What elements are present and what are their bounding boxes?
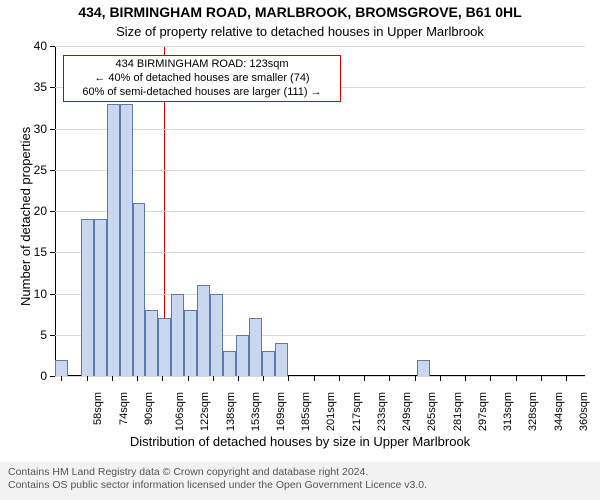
annotation-line3: 60% of semi-detached houses are larger (… [68, 86, 336, 100]
histogram-bar [275, 343, 288, 376]
histogram-bar [120, 104, 133, 376]
xtick-mark [112, 376, 113, 381]
xtick-mark [263, 376, 264, 381]
xtick-mark [490, 376, 491, 381]
ytick-label: 10 [34, 287, 47, 301]
histogram-bar [249, 318, 262, 376]
xtick-mark [440, 376, 441, 381]
histogram-bar [184, 310, 197, 376]
histogram-bar [417, 360, 430, 377]
ytick-label: 0 [40, 369, 47, 383]
chart-title-line1: 434, BIRMINGHAM ROAD, MARLBROOK, BROMSGR… [0, 4, 600, 20]
xtick-label: 58sqm [92, 392, 104, 425]
histogram-bar [107, 104, 120, 376]
histogram-bar [171, 294, 184, 377]
histogram-bar [145, 310, 158, 376]
histogram-bar [158, 318, 171, 376]
ytick-mark [50, 46, 55, 47]
annotation-line1: 434 BIRMINGHAM ROAD: 123sqm [68, 58, 336, 72]
xtick-mark [162, 376, 163, 381]
ytick-mark [50, 335, 55, 336]
xtick-label: 185sqm [300, 392, 312, 431]
gridline-h [55, 129, 585, 130]
histogram-bar [133, 203, 146, 376]
xtick-label: 106sqm [174, 392, 186, 431]
ytick-label: 25 [34, 163, 47, 177]
y-axis-label: Number of detached properties [18, 127, 33, 306]
ytick-mark [50, 294, 55, 295]
xtick-label: 217sqm [351, 392, 363, 431]
x-axis-label: Distribution of detached houses by size … [0, 434, 600, 449]
xtick-label: 233sqm [376, 392, 388, 431]
histogram-bar [94, 219, 107, 376]
xtick-label: 328sqm [527, 392, 539, 431]
xtick-mark [516, 376, 517, 381]
xtick-label: 74sqm [118, 392, 130, 425]
histogram-bar [236, 335, 249, 376]
xtick-mark [314, 376, 315, 381]
ytick-mark [50, 211, 55, 212]
xtick-mark [288, 376, 289, 381]
xtick-mark [188, 376, 189, 381]
gridline-h [55, 170, 585, 171]
histogram-bar [81, 219, 94, 376]
xtick-mark [238, 376, 239, 381]
annotation-box: 434 BIRMINGHAM ROAD: 123sqm ← 40% of det… [63, 55, 341, 102]
histogram-bar [262, 351, 275, 376]
xtick-mark [541, 376, 542, 381]
xtick-label: 90sqm [143, 392, 155, 425]
xtick-mark [339, 376, 340, 381]
ytick-mark [50, 129, 55, 130]
xtick-label: 153sqm [250, 392, 262, 431]
xtick-label: 281sqm [452, 392, 464, 431]
xtick-mark [415, 376, 416, 381]
xtick-label: 169sqm [275, 392, 287, 431]
annotation-line2: ← 40% of detached houses are smaller (74… [68, 72, 336, 86]
xtick-label: 344sqm [553, 392, 565, 431]
chart-title-line2: Size of property relative to detached ho… [0, 24, 600, 39]
xtick-label: 138sqm [225, 392, 237, 431]
xtick-label: 249sqm [401, 392, 413, 431]
ytick-label: 30 [34, 122, 47, 136]
xtick-label: 265sqm [427, 392, 439, 431]
xtick-mark [87, 376, 88, 381]
histogram-bar [210, 294, 223, 377]
ytick-label: 15 [34, 245, 47, 259]
footer-line1: Contains HM Land Registry data © Crown c… [8, 466, 592, 479]
xtick-mark [364, 376, 365, 381]
xtick-mark [61, 376, 62, 381]
gridline-h [55, 46, 585, 47]
ytick-label: 40 [34, 39, 47, 53]
gridline-h [55, 376, 585, 377]
xtick-mark [566, 376, 567, 381]
xtick-label: 201sqm [326, 392, 338, 431]
xtick-label: 313sqm [502, 392, 514, 431]
ytick-mark [50, 170, 55, 171]
ytick-label: 35 [34, 80, 47, 94]
xtick-mark [213, 376, 214, 381]
histogram-bar [55, 360, 68, 377]
xtick-mark [465, 376, 466, 381]
footer-line2: Contains OS public sector information li… [8, 479, 592, 492]
histogram-bar [223, 351, 236, 376]
footer-attribution: Contains HM Land Registry data © Crown c… [0, 462, 600, 500]
xtick-mark [389, 376, 390, 381]
ytick-mark [50, 252, 55, 253]
ytick-label: 20 [34, 204, 47, 218]
xtick-label: 360sqm [578, 392, 590, 431]
ytick-mark [50, 376, 55, 377]
ytick-mark [50, 87, 55, 88]
histogram-bar [197, 285, 210, 376]
ytick-label: 5 [40, 328, 47, 342]
xtick-label: 297sqm [477, 392, 489, 431]
xtick-label: 122sqm [199, 392, 211, 431]
xtick-mark [137, 376, 138, 381]
